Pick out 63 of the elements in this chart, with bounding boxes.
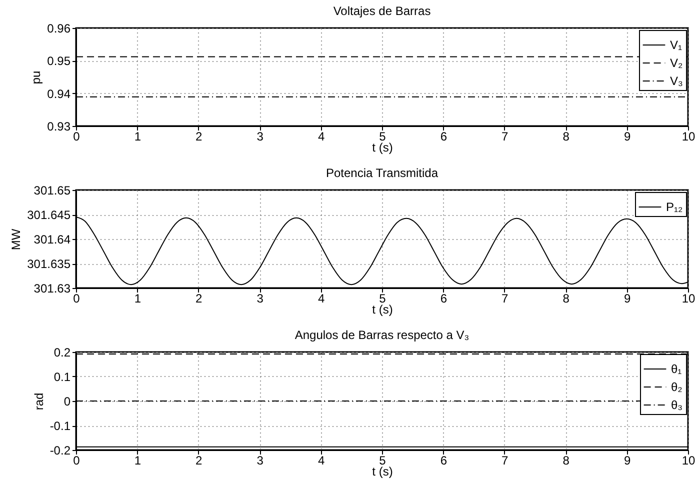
legend-label: P₁₂ — [666, 200, 684, 214]
x-tick-label: 2 — [196, 292, 203, 306]
x-tick-label: 9 — [624, 454, 631, 468]
y-tick-label: 0.2 — [54, 346, 71, 360]
y-tick-label: 301.63 — [34, 282, 71, 296]
x-tick-label: 2 — [196, 454, 203, 468]
x-tick-label: 7 — [502, 292, 509, 306]
chart-title: Angulos de Barras respecto a V₃ — [294, 328, 470, 342]
chart-title: Potencia Transmitida — [326, 166, 438, 180]
y-tick-label: 0.1 — [54, 370, 71, 384]
legend-label: θ₁ — [671, 362, 682, 376]
x-tick-label: 4 — [318, 454, 325, 468]
x-tick-label: 6 — [440, 130, 448, 144]
x-tick-label: 5 — [379, 292, 386, 306]
x-tick-label: 0 — [73, 292, 80, 306]
x-tick-label: 5 — [379, 454, 386, 468]
x-tick-label: 8 — [562, 292, 570, 306]
y-tick-label: 301.645 — [27, 208, 71, 222]
y-tick-label: -0.2 — [50, 444, 71, 458]
x-tick-label: 7 — [502, 454, 509, 468]
x-tick-label: 1 — [134, 454, 142, 468]
legend-label: V₁ — [670, 38, 682, 52]
x-tick-label: 6 — [440, 454, 448, 468]
y-tick-label: 301.64 — [34, 232, 71, 246]
x-tick-label: 10 — [682, 130, 696, 144]
x-tick-label: 2 — [196, 130, 203, 144]
y-tick-label: 0.96 — [47, 22, 71, 36]
y-tick-label: 0.94 — [47, 86, 71, 101]
x-tick-label: 5 — [379, 130, 386, 144]
x-tick-label: 3 — [256, 130, 264, 144]
x-tick-label: 10 — [682, 454, 696, 468]
legend-label: θ₂ — [671, 380, 683, 394]
x-axis-title: t (s) — [372, 464, 393, 478]
y-tick-label: 301.65 — [34, 184, 71, 198]
x-tick-label: 9 — [624, 292, 631, 306]
x-tick-label: 10 — [682, 292, 696, 306]
x-tick-label: 9 — [624, 130, 631, 144]
x-tick-label: 8 — [562, 130, 570, 144]
x-tick-label: 8 — [562, 454, 570, 468]
x-tick-label: 0 — [73, 130, 80, 144]
x-tick-label: 6 — [440, 292, 448, 306]
y-tick-label: 0.95 — [47, 54, 71, 68]
x-tick-label: 7 — [502, 130, 509, 144]
x-axis-title: t (s) — [372, 302, 393, 316]
x-tick-label: 1 — [134, 292, 142, 306]
x-tick-label: 0 — [73, 454, 80, 468]
x-tick-label: 4 — [318, 292, 325, 306]
y-axis-title: MW — [9, 228, 24, 250]
legend-label: θ₃ — [671, 398, 683, 412]
y-tick-label: 301.635 — [27, 257, 71, 271]
legend-label: V₃ — [670, 74, 684, 88]
x-tick-label: 4 — [318, 130, 325, 144]
legend-label: V₂ — [670, 56, 684, 70]
y-tick-label: 0.93 — [47, 120, 71, 134]
chart-title: Voltajes de Barras — [333, 4, 431, 18]
y-tick-label: 0 — [64, 394, 71, 408]
x-tick-label: 3 — [256, 454, 264, 468]
y-axis-title: pu — [29, 70, 44, 84]
x-tick-label: 1 — [134, 130, 142, 144]
y-tick-label: -0.1 — [50, 419, 71, 433]
x-tick-label: 3 — [256, 292, 264, 306]
x-axis-title: t (s) — [372, 140, 393, 154]
y-axis-title: rad — [32, 392, 46, 410]
